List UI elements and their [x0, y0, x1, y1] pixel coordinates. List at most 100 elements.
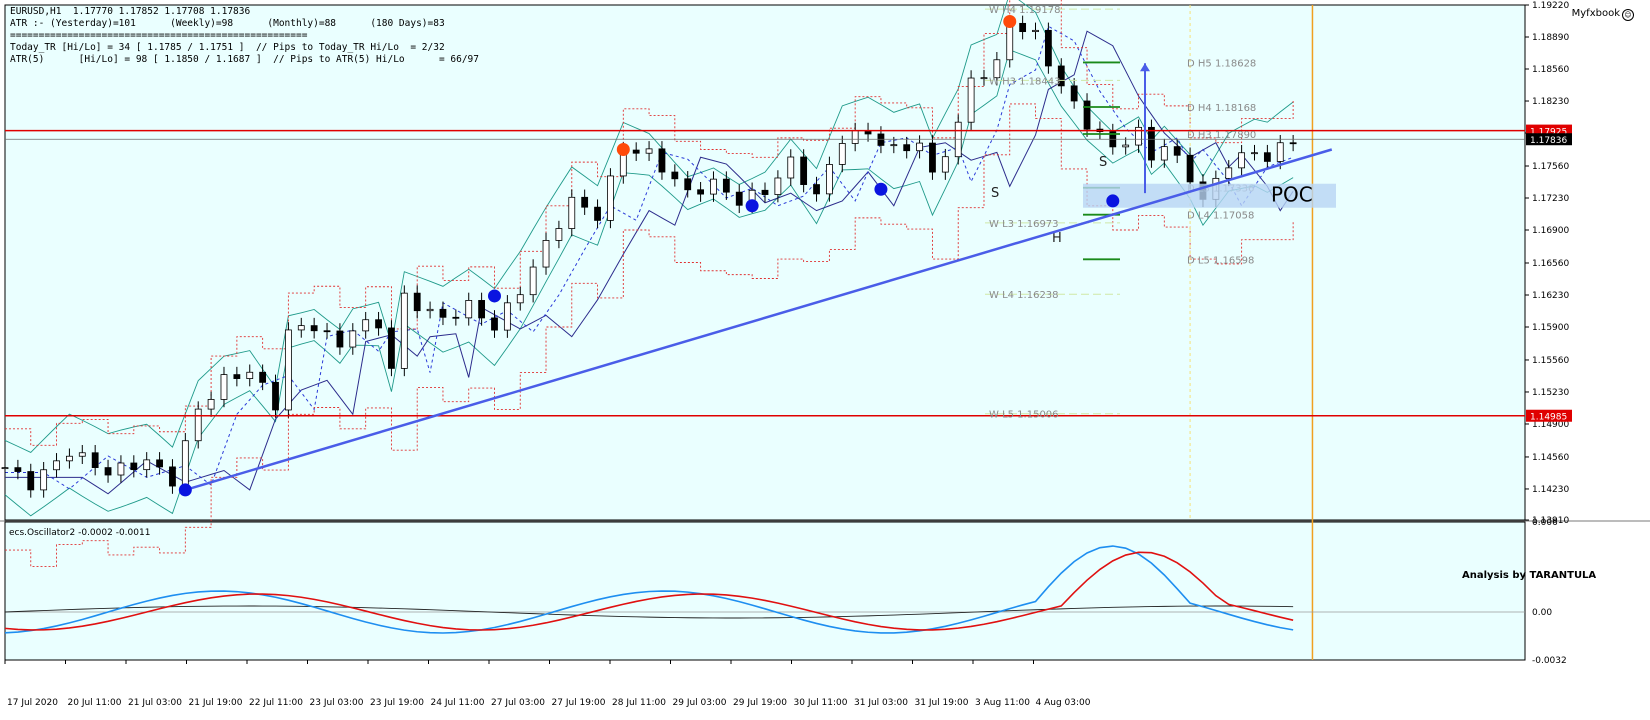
bull-candle	[838, 143, 846, 165]
smiley-icon: ☺	[1622, 9, 1634, 21]
bull-candle	[220, 374, 228, 400]
bear-candle	[903, 144, 911, 152]
bull-candle	[53, 460, 60, 471]
x-tick-label: 23 Jul 19:00	[370, 698, 424, 708]
bear-candle	[1186, 154, 1194, 183]
symbol-line: EURUSD,H1 1.17770 1.17852 1.17708 1.1783…	[10, 6, 251, 17]
bear-candle	[1070, 85, 1078, 102]
bear-candle	[1083, 100, 1091, 130]
bull-candle	[941, 156, 949, 173]
bear-candle	[877, 133, 885, 146]
bull-candle	[465, 300, 473, 319]
bear-candle	[1057, 65, 1065, 87]
bull-candle	[916, 142, 923, 152]
bear-candle	[632, 149, 640, 154]
pivot-label: D H4 1.18168	[1187, 103, 1256, 114]
moving-average	[5, 30, 1294, 495]
y-tick-label: 1.15900	[1532, 323, 1569, 333]
bull-candle	[1276, 142, 1284, 162]
bull-candle	[78, 452, 86, 457]
swing-low-dot	[745, 199, 759, 213]
price-tag-label: 1.17925	[1530, 128, 1567, 138]
bull-candle	[542, 240, 550, 268]
bear-candle	[1148, 126, 1155, 161]
pivot-label: W L3 1.16973	[989, 219, 1059, 230]
pivot-label: D H5 1.18628	[1187, 58, 1256, 69]
bull-candle	[400, 292, 408, 369]
bear-candle	[1019, 22, 1027, 33]
bull-candle	[297, 325, 305, 331]
y-tick-label: 1.19220	[1532, 1, 1569, 11]
y-tick-label: 1.15560	[1532, 356, 1569, 366]
bear-candle	[594, 206, 601, 221]
dotted-average	[5, 25, 1294, 490]
swing-low-dot	[178, 483, 192, 497]
y-tick-label: 1.18230	[1532, 97, 1569, 107]
x-tick-label: 21 Jul 03:00	[128, 698, 182, 708]
x-tick-label: 23 Jul 03:00	[310, 698, 364, 708]
bear-candle	[1173, 146, 1181, 156]
oscillator-label: ecs.Oscillator2 -0.0002 -0.0011	[9, 528, 150, 538]
swing-high-dot	[1003, 14, 1017, 28]
bear-candle	[452, 316, 460, 319]
bull-candle	[503, 302, 511, 331]
bull-candle	[568, 196, 576, 229]
bull-candle	[1006, 22, 1014, 61]
myfxbook-brand[interactable]: Myfxbook ☺	[1572, 8, 1634, 21]
bear-candle	[388, 327, 395, 369]
bull-candle	[1225, 167, 1233, 179]
bear-candle	[722, 178, 730, 193]
x-tick-label: 30 Jul 11:00	[794, 698, 848, 708]
bull-candle	[1135, 126, 1142, 146]
bull-candle	[980, 77, 988, 80]
y-tick-label: 1.18560	[1532, 65, 1569, 75]
bear-candle	[259, 371, 267, 383]
x-tick-label: 27 Jul 03:00	[491, 698, 545, 708]
oscillator-tick: 0.006	[1532, 518, 1558, 528]
bear-candle	[130, 462, 138, 471]
bull-candle	[851, 130, 859, 144]
bear-candle	[336, 330, 344, 348]
bull-candle	[890, 144, 898, 147]
oscillator-tick: -0.0032	[1532, 656, 1567, 666]
bear-candle	[156, 459, 163, 468]
bull-candle	[426, 308, 434, 312]
oscillator-signal	[4, 605, 1294, 619]
oscillator-slow-line	[4, 551, 1294, 631]
bull-candle	[993, 59, 1001, 79]
oscillator-pane	[4, 521, 1526, 661]
swing-low-dot	[1106, 194, 1120, 208]
bollinger-lower	[4, 49, 1294, 517]
main-pane	[4, 4, 1526, 521]
pivot-label: D L5 1.16598	[1187, 255, 1254, 266]
y-tick-label: 1.17560	[1532, 162, 1569, 172]
bear-candle	[761, 189, 769, 195]
bear-candle	[478, 300, 486, 319]
bull-candle	[246, 371, 254, 379]
bull-candle	[207, 399, 215, 410]
y-tick-label: 1.16560	[1532, 259, 1569, 269]
y-tick-label: 1.14900	[1532, 420, 1569, 430]
bear-candle	[671, 171, 679, 180]
y-tick-label: 1.16230	[1532, 291, 1569, 301]
bull-candle	[284, 329, 292, 411]
y-tick-label: 1.18890	[1532, 33, 1569, 43]
bear-candle	[800, 156, 808, 185]
poc-box	[1083, 183, 1336, 208]
x-tick-label: 17 Jul 2020	[7, 698, 58, 708]
bear-candle	[323, 330, 331, 333]
pivot-label: W L4 1.16238	[989, 290, 1059, 301]
pivot-label: W L5 1.15006	[989, 410, 1059, 421]
bear-candle	[439, 308, 447, 318]
x-tick-label: 20 Jul 11:00	[68, 698, 122, 708]
bear-candle	[684, 178, 692, 191]
x-tick-label: 4 Aug 03:00	[1036, 698, 1091, 708]
bull-candle	[645, 148, 653, 154]
x-tick-label: 29 Jul 19:00	[733, 698, 787, 708]
bear-candle	[233, 374, 241, 379]
trend-line	[184, 148, 1333, 492]
poc-label: POC	[1271, 183, 1313, 207]
resistance-channel	[5, 0, 1294, 446]
